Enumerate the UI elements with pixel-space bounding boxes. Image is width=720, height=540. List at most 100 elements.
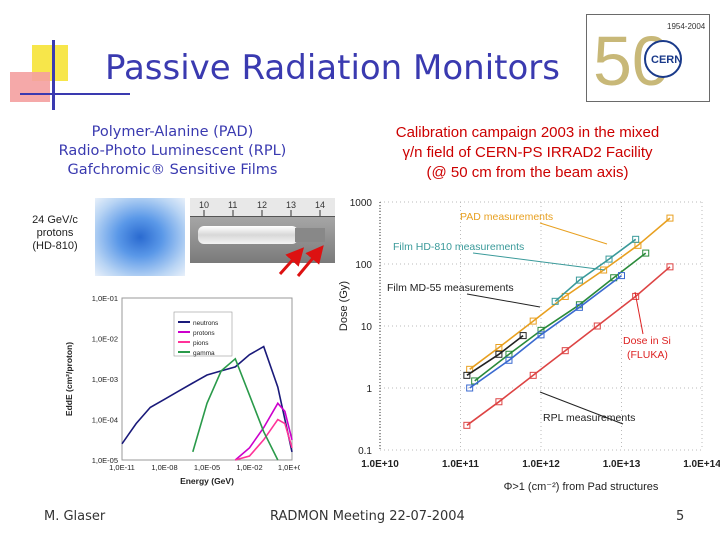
right-description: Calibration campaign 2003 in the mixed γ…: [350, 123, 705, 183]
page-title: Passive Radiation Monitors: [105, 48, 560, 88]
dose-line-PAD measurements: [469, 217, 671, 370]
dose-annotation: RPL measurements: [543, 412, 635, 424]
dose-y-tick: 1: [366, 384, 372, 395]
spectrum-legend-label: protons: [193, 330, 215, 337]
dose-x-tick: 1.0E+11: [442, 459, 479, 470]
cern-logo: 50 CERN 1954-2004: [586, 14, 710, 102]
spectrum-x-tick: 1,0E+01: [278, 463, 300, 472]
spectrum-legend-box: [173, 311, 233, 357]
dose-point: [666, 263, 674, 271]
spectrum-y-tick: 1,0E-05: [92, 456, 118, 465]
spectrum-y-tick: 1,0E-01: [92, 294, 118, 303]
footer-author: M. Glaser: [44, 509, 106, 524]
dosimeter-tube: [198, 226, 298, 244]
right-line-1: Calibration campaign 2003 in the mixed: [395, 124, 660, 141]
spectrum-legend: neutrons protons pions gamma: [173, 311, 233, 357]
protons-line-2: protons: [36, 227, 74, 239]
spectrum-x-label: Energy (GeV): [180, 476, 234, 486]
logo-years: 1954-2004: [667, 22, 706, 31]
dose-line-Film MD-55 measurements: [466, 334, 524, 376]
film-beam-spot-image: [95, 198, 185, 276]
dose-point: [537, 331, 545, 339]
right-line-3: (@ 50 cm from the beam axis): [426, 164, 629, 181]
ruler-tick-label: 14: [315, 200, 325, 210]
ruler-tick-label: 10: [199, 200, 209, 210]
dose-x-tick: 1.0E+10: [361, 459, 399, 470]
dosimeter-photo: 10 11 12 13 14: [190, 198, 335, 263]
dose-point: [529, 371, 537, 379]
dose-point: [537, 326, 545, 334]
left-description: Polymer-Alanine (PAD) Radio-Photo Lumine…: [20, 123, 325, 180]
dose-x-tick: 1.0E+14: [683, 459, 720, 470]
dose-calibration-chart: 1000 100 10 1 0.1 1.0E+10 1.0E+11 1.0E+12 1.0E+1…: [338, 198, 720, 493]
spectrum-legend-label: gamma: [193, 350, 215, 357]
ruler-tick-label: 13: [286, 200, 296, 210]
spectrum-y-tick: 1,0E-02: [92, 335, 118, 344]
dose-point: [495, 350, 503, 358]
ruler-tick-label: 12: [257, 200, 267, 210]
dose-line-Film measurements (blue): [469, 274, 622, 389]
dose-x-tick: 1.0E+12: [522, 459, 560, 470]
dose-y-tick: 1000: [350, 198, 373, 209]
left-line-1: Polymer-Alanine (PAD): [91, 124, 254, 140]
dose-point: [463, 421, 471, 429]
spectrum-series-pions: [235, 418, 293, 461]
red-arrow-1: [278, 247, 305, 276]
protons-line-1: 24 GeV/c: [32, 214, 78, 226]
dose-point: [495, 344, 503, 352]
dose-point: [642, 249, 650, 257]
footer-meeting: RADMON Meeting 22-07-2004: [270, 509, 465, 524]
dose-point: [632, 235, 640, 243]
dose-point: [593, 322, 601, 330]
ruler: 10 11 12 13 14: [190, 198, 335, 217]
left-line-2: Radio-Photo Luminescent (RPL): [58, 143, 287, 159]
spectrum-series-gamma: [192, 357, 279, 461]
protons-label: 24 GeV/c protons (HD-810): [24, 214, 86, 253]
deco-square-pink: [10, 72, 50, 102]
dose-annotation: Film HD-810 measurements: [393, 241, 524, 253]
dose-point: [519, 332, 527, 340]
dose-annotation-pointer: [634, 291, 644, 335]
dose-point: [466, 384, 474, 392]
dose-point: [505, 356, 513, 364]
spectrum-legend-label: pions: [193, 340, 209, 347]
dose-point: [495, 398, 503, 406]
dose-annotation-pointer: [539, 391, 624, 425]
dose-point: [551, 297, 559, 305]
dose-point: [618, 272, 625, 280]
spectrum-series-neutrons: [121, 345, 293, 453]
left-line-3: Gafchromic® Sensitive Films: [67, 162, 278, 178]
dose-annotation: (FLUKA): [627, 349, 668, 361]
dose-line-Film HD-810 measurements: [554, 238, 637, 302]
footer-page-number: 5: [676, 509, 685, 524]
dose-x-label: Φ>1 (cm⁻²) from Pad structures: [504, 481, 659, 493]
cern-logo-graphic: 50 CERN 1954-2004: [593, 22, 706, 100]
dose-annotation: PAD measurements: [460, 211, 553, 223]
dose-annotation: Film MD-55 measurements: [387, 282, 514, 294]
protons-line-3: (HD-810): [32, 240, 78, 252]
spectrum-series-protons: [234, 401, 293, 461]
dose-annotation-pointer: [466, 293, 541, 308]
ruler-tick-label: 11: [228, 200, 237, 210]
dose-point: [575, 276, 583, 284]
deco-line-vertical: [52, 40, 55, 110]
spectrum-legend-label: neutrons: [193, 320, 219, 327]
spectrum-x-tick: 1,0E-05: [194, 463, 220, 472]
spectrum-y-tick: 1,0E-04: [92, 416, 118, 425]
red-arrows: [278, 245, 324, 277]
dose-annotation-pointer: [539, 222, 608, 245]
spectrum-x-tick: 1,0E-11: [109, 463, 135, 472]
dose-annotation-pointer: [472, 252, 606, 271]
dose-y-tick: 10: [361, 322, 373, 333]
dosimeter-end: [295, 228, 325, 242]
spectrum-y-label: EddE (cm²/proton): [64, 342, 74, 416]
dose-point: [575, 303, 583, 311]
dose-y-label: Dose (Gy): [338, 281, 350, 331]
dose-y-tick: 100: [355, 260, 372, 271]
right-line-2: γ/n field of CERN-PS IRRAD2 Facility: [402, 144, 653, 161]
dose-x-tick: 1.0E+13: [603, 459, 641, 470]
red-arrow-2: [296, 245, 324, 277]
dose-annotation: Dose in Si: [623, 335, 671, 347]
dose-point: [463, 371, 471, 379]
dose-point: [605, 255, 613, 263]
